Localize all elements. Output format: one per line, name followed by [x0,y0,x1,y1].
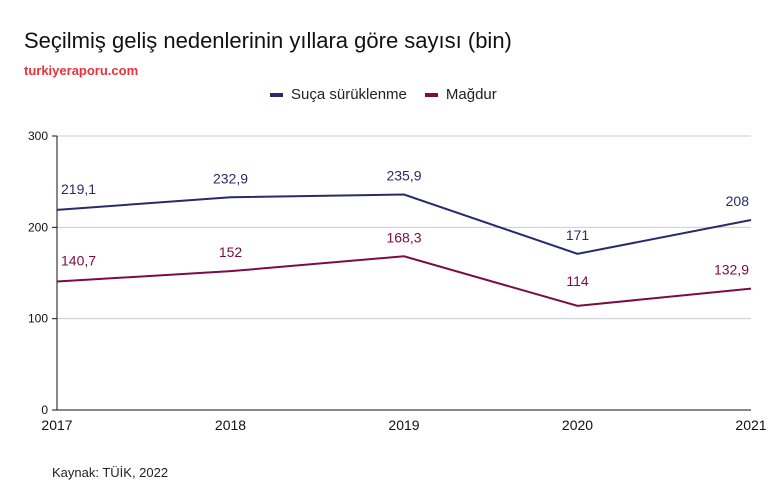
legend: Suça sürüklenme Mağdur [270,86,497,103]
data-label: 219,1 [61,181,96,197]
data-label: 132,9 [714,262,749,278]
legend-item-magdur: Mağdur [424,86,497,103]
legend-swatch-icon [424,92,438,97]
data-label: 168,3 [386,229,421,245]
data-label: 235,9 [386,168,421,184]
y-tick-label: 200 [28,220,48,234]
data-label: 140,7 [61,252,96,268]
data-label: 114 [566,273,589,289]
legend-swatch-icon [270,92,283,97]
source-note: Kaynak: TÜİK, 2022 [52,465,169,480]
site-credit: turkiyeraporu.com [24,63,139,78]
series-line [56,255,752,307]
x-tick-label: 2021 [735,417,766,433]
y-tick-label: 100 [28,312,48,326]
legend-label: Mağdur [445,86,497,103]
x-tick-label: 2020 [562,417,593,433]
y-tick-label: 0 [41,403,48,417]
x-tick-label: 2019 [388,417,419,433]
y-tick-label: 300 [28,129,48,143]
x-tick-label: 2018 [215,417,246,433]
data-label: 152 [219,244,243,260]
chart-title: Seçilmiş geliş nedenlerinin yıllara göre… [24,28,512,53]
legend-item-suca: Suça sürüklenme [270,86,407,103]
data-label: 171 [566,227,590,243]
series-line [56,193,752,255]
data-label: 208 [726,193,750,209]
legend-label: Suça sürüklenme [291,86,407,103]
x-tick-label: 2017 [41,417,72,433]
data-label: 232,9 [213,170,248,186]
